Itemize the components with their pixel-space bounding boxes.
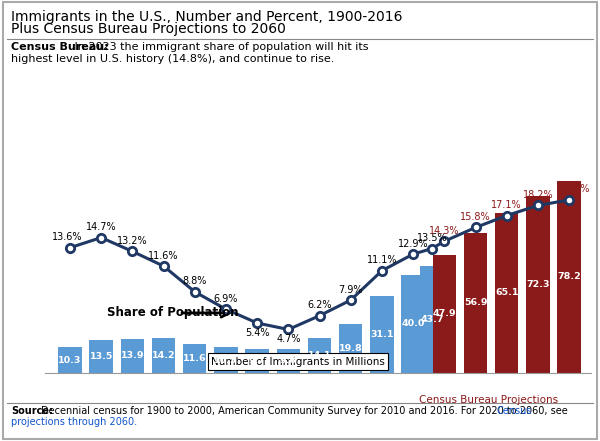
Bar [526, 195, 550, 373]
Bar [58, 348, 82, 373]
Text: 14.7%: 14.7% [86, 222, 116, 232]
Text: Census Bureau Projections: Census Bureau Projections [419, 395, 559, 405]
Text: 47.9: 47.9 [433, 310, 456, 318]
Text: 14.2: 14.2 [152, 351, 175, 360]
Text: 13.2%: 13.2% [117, 236, 148, 246]
Text: 18.2%: 18.2% [523, 190, 553, 200]
Bar [183, 344, 206, 373]
Text: projections through 2060.: projections through 2060. [11, 417, 137, 427]
Text: 78.2: 78.2 [557, 273, 581, 281]
Text: 10.3: 10.3 [214, 355, 238, 365]
Bar [420, 265, 443, 373]
Bar [152, 338, 175, 373]
Bar [121, 339, 144, 373]
Text: 14.1: 14.1 [308, 351, 331, 360]
Text: highest level in U.S. history (14.8%), and continue to rise.: highest level in U.S. history (14.8%), a… [11, 54, 334, 64]
Text: In 2023 the immigrant share of population will hit its: In 2023 the immigrant share of populatio… [71, 42, 368, 52]
Text: 40.0: 40.0 [401, 319, 425, 328]
Text: 18.8%: 18.8% [560, 184, 590, 194]
Text: 8.8%: 8.8% [182, 276, 207, 286]
Bar [89, 340, 113, 373]
Text: Census: Census [497, 406, 532, 416]
Text: 11.6: 11.6 [183, 354, 206, 363]
Bar [464, 233, 487, 373]
Bar [245, 349, 269, 373]
Text: 31.1: 31.1 [370, 330, 394, 339]
Text: 9.7: 9.7 [248, 356, 266, 365]
Text: 13.9: 13.9 [121, 351, 144, 360]
Bar [214, 348, 238, 373]
Text: 65.1: 65.1 [495, 288, 518, 297]
Bar [308, 338, 331, 373]
Text: Share of Population: Share of Population [107, 306, 239, 319]
Text: 15.8%: 15.8% [460, 212, 491, 222]
Text: 6.2%: 6.2% [307, 300, 332, 310]
Text: 6.9%: 6.9% [214, 294, 238, 304]
Bar [370, 296, 394, 373]
Text: Plus Census Bureau Projections to 2060: Plus Census Bureau Projections to 2060 [11, 22, 286, 36]
Text: 11.6%: 11.6% [148, 250, 179, 261]
Text: 7.9%: 7.9% [338, 284, 363, 295]
Text: 5.4%: 5.4% [245, 328, 269, 338]
Text: 43.7: 43.7 [420, 314, 443, 324]
Bar [433, 255, 456, 373]
Bar [277, 349, 300, 373]
Text: 13.6%: 13.6% [52, 232, 82, 242]
Bar [339, 324, 362, 373]
Bar [495, 213, 518, 373]
Text: 11.1%: 11.1% [367, 255, 397, 265]
Text: Census Bureau:: Census Bureau: [11, 42, 109, 52]
Text: 12.9%: 12.9% [398, 239, 428, 249]
Text: Immigrants in the U.S., Number and Percent, 1900-2016: Immigrants in the U.S., Number and Perce… [11, 10, 403, 24]
Text: 9.6: 9.6 [280, 356, 297, 366]
Text: Source:: Source: [11, 406, 53, 416]
Bar [401, 275, 425, 373]
Text: 19.8: 19.8 [339, 344, 362, 353]
Text: 10.3: 10.3 [58, 355, 82, 365]
Text: 56.9: 56.9 [464, 299, 487, 307]
Text: 17.1%: 17.1% [491, 200, 522, 210]
Text: 14.3%: 14.3% [429, 226, 460, 236]
Text: Number of Immigrants in Millions: Number of Immigrants in Millions [211, 357, 385, 366]
Text: 13.5%: 13.5% [416, 233, 447, 243]
Text: Decennial census for 1900 to 2000, American Community Survey for 2010 and 2016. : Decennial census for 1900 to 2000, Ameri… [41, 406, 571, 416]
Bar [557, 181, 581, 373]
Text: 72.3: 72.3 [526, 280, 550, 288]
Text: 13.5: 13.5 [89, 351, 113, 361]
Text: 4.7%: 4.7% [276, 334, 301, 344]
